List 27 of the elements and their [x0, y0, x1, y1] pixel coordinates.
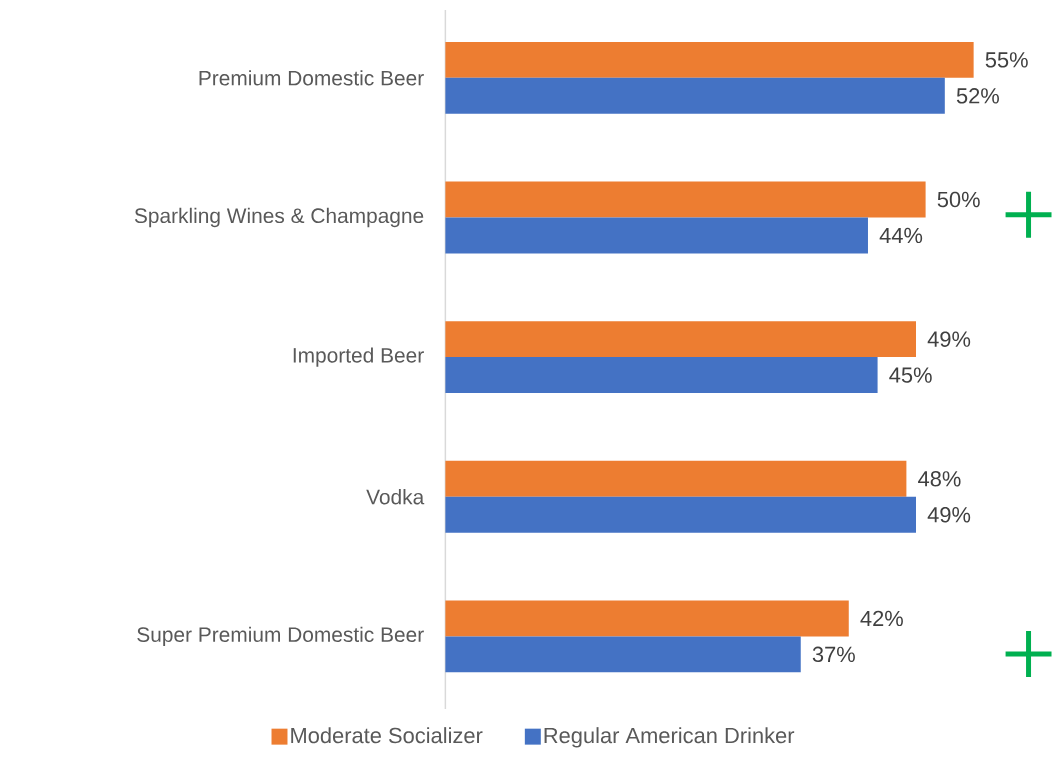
data-label: 55% — [985, 52, 1028, 68]
bar — [445, 321, 916, 358]
y-tick-label: Imported Beer — [293, 347, 424, 367]
data-label: 49% — [927, 507, 971, 523]
bar — [445, 636, 801, 673]
legend-label: Moderate Socializer — [291, 727, 483, 744]
y-tick-label: Sparkling Wines & Champagne — [134, 207, 424, 228]
data-label: 48% — [918, 471, 961, 487]
bar — [445, 77, 945, 114]
data-label: 50% — [937, 191, 980, 208]
data-label: 45% — [889, 367, 932, 383]
y-tick-label: Vodka — [366, 489, 425, 505]
data-label: 49% — [927, 331, 971, 347]
y-tick-label: Premium Domestic Beer — [199, 70, 424, 86]
data-label: 37% — [812, 646, 855, 663]
bar — [445, 41, 974, 78]
legend-label: Regular American Drinker — [544, 727, 795, 748]
bar — [445, 357, 878, 394]
bar — [445, 600, 849, 637]
data-label: 42% — [860, 610, 903, 627]
bar — [445, 496, 916, 533]
bar — [445, 181, 926, 218]
y-tick-label: Super Premium Domestic Beer — [137, 626, 424, 647]
bar — [445, 217, 868, 254]
data-label: 52% — [956, 88, 999, 104]
data-label: 44% — [879, 227, 923, 244]
bar — [445, 460, 907, 497]
